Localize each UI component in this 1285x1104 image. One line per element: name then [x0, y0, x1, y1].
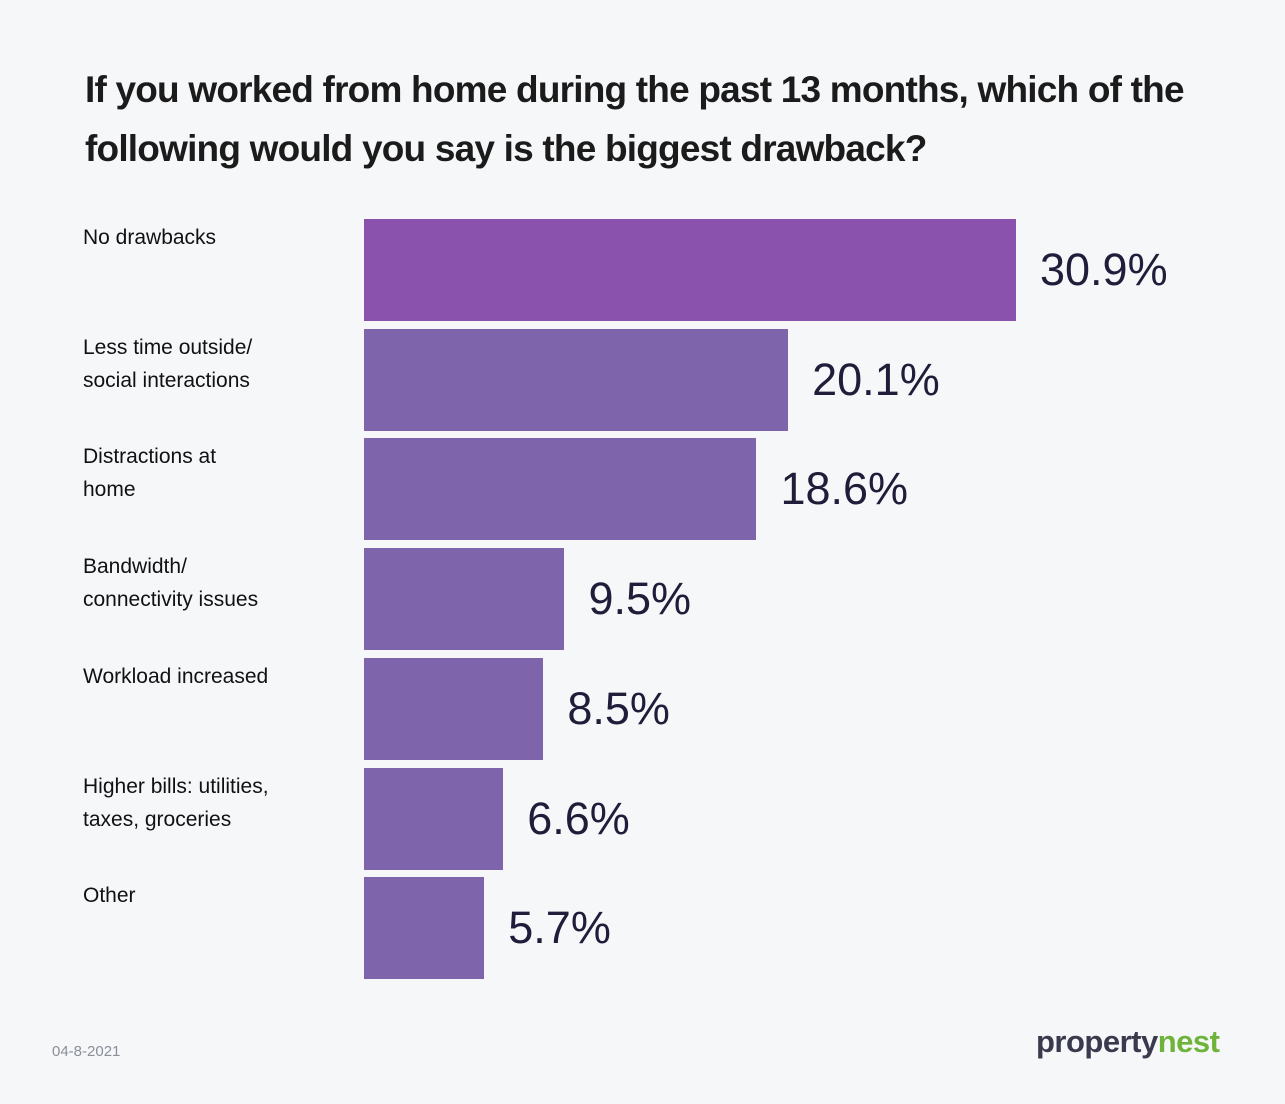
- value-label: 20.1%: [812, 353, 940, 405]
- value-label: 9.5%: [588, 573, 692, 625]
- date: 04-8-2021: [52, 1043, 121, 1060]
- bar: [364, 548, 565, 651]
- logo-part: nest: [1157, 1024, 1220, 1059]
- category-label: Other: [83, 884, 136, 908]
- value-label: 30.9%: [1040, 244, 1168, 295]
- bar: [364, 328, 789, 431]
- category-label: Higher bills: utilities, taxes, grocerie…: [83, 774, 269, 831]
- category-label: Less time outside/ social interactions: [83, 335, 253, 392]
- bar: [364, 767, 504, 870]
- value-label: 18.6%: [780, 463, 909, 515]
- chart-title: If you worked from home during the past …: [85, 69, 1185, 169]
- bar: [364, 219, 1016, 321]
- bar: [364, 877, 485, 980]
- logo-part: property: [1036, 1024, 1158, 1059]
- category-label: Distractions at home: [83, 445, 217, 502]
- value-label: 5.7%: [508, 902, 611, 954]
- category-label: Workload increased: [83, 664, 269, 688]
- category-label: No drawbacks: [83, 226, 217, 249]
- bar: [364, 657, 544, 760]
- value-label: 6.6%: [527, 792, 630, 844]
- bar: [364, 438, 757, 541]
- logo: propertynest: [1036, 1024, 1220, 1060]
- value-label: 8.5%: [567, 682, 670, 734]
- category-label: Bandwidth/ connectivity issues: [83, 555, 259, 612]
